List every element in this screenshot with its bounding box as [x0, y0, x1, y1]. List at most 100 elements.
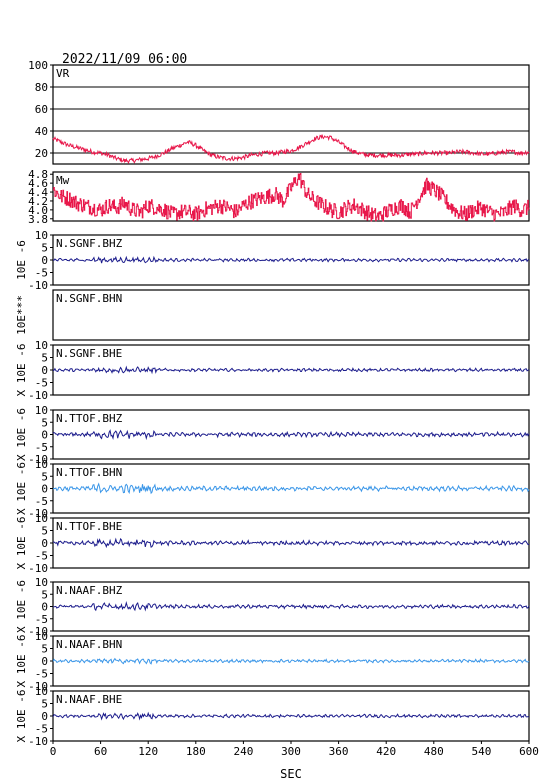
series-line-sgnf-bhz: [52, 255, 530, 264]
x-tick-label: 120: [138, 745, 158, 758]
y-axis-label: 10E -6: [15, 240, 28, 280]
y-tick-label: 10: [35, 229, 48, 242]
x-tick-label: 180: [186, 745, 206, 758]
panel-name: N.NAAF.BHZ: [56, 584, 123, 597]
panel-frame: [52, 289, 530, 341]
y-tick-label: -10: [28, 279, 48, 292]
panel-name: N.NAAF.BHN: [56, 638, 122, 651]
y-tick-label: 10: [35, 685, 48, 698]
x-tick-label: 0: [50, 745, 57, 758]
series-line-sgnf-bhe: [52, 365, 530, 375]
panel-name: N.SGNF.BHN: [56, 292, 122, 305]
panel-name: Mw: [56, 174, 70, 187]
panel-name: N.TTOF.BHN: [56, 466, 122, 479]
y-tick-label: 4.2: [28, 195, 48, 208]
panel-name: N.TTOF.BHZ: [56, 412, 123, 425]
y-tick-label: 10: [35, 576, 48, 589]
panel-name: N.SGNF.BHZ: [56, 237, 123, 250]
header-datetime: 2022/11/09 06:00: [62, 52, 187, 67]
y-tick-label: 5: [41, 588, 48, 601]
x-tick-label: 60: [94, 745, 107, 758]
panel-name: N.TTOF.BHE: [56, 520, 122, 533]
y-tick-label: 4.6: [28, 177, 48, 190]
y-tick-label: 0: [41, 254, 48, 267]
y-tick-label: -10: [28, 507, 48, 520]
y-tick-label: -10: [28, 625, 48, 638]
y-tick-label: -10: [28, 453, 48, 466]
y-tick-label: 5: [41, 242, 48, 255]
y-tick-label: -5: [35, 495, 48, 508]
y-tick-label: 5: [41, 470, 48, 483]
y-tick-label: 4.8: [28, 168, 48, 181]
y-tick-label: 20: [35, 147, 48, 160]
y-tick-label: -5: [35, 613, 48, 626]
y-tick-label: 5: [41, 643, 48, 656]
y-tick-label: 10: [35, 630, 48, 643]
y-tick-label: -5: [35, 377, 48, 390]
x-tick-label: 240: [233, 745, 253, 758]
series-line-mw: [53, 172, 530, 222]
y-axis-label: X 10E -6: [15, 344, 28, 397]
x-tick-label: 300: [281, 745, 301, 758]
y-tick-label: 0: [41, 364, 48, 377]
y-tick-label: 0: [41, 710, 48, 723]
x-axis-label: SEC: [280, 767, 302, 781]
panel-mw: 3.84.04.24.44.64.8 Mw: [28, 168, 530, 226]
x-tick-label: 540: [471, 745, 491, 758]
panel-frame: [52, 64, 530, 165]
y-tick-label: 10: [35, 458, 48, 471]
y-tick-label: 40: [35, 125, 48, 138]
x-tick-label: 600: [519, 745, 539, 758]
y-tick-label: 3.8: [28, 213, 48, 226]
series-line-ttof-bhn: [52, 482, 530, 495]
y-tick-label: 0: [41, 537, 48, 550]
series-line-naaf-bhz: [52, 601, 530, 612]
y-tick-label: 5: [41, 525, 48, 538]
y-tick-label: -10: [28, 680, 48, 693]
y-tick-label: -5: [35, 668, 48, 681]
y-tick-label: 10: [35, 339, 48, 352]
panel-name: N.NAAF.BHE: [56, 693, 122, 706]
y-tick-label: 4.0: [28, 204, 48, 217]
y-axis-label: X 10E -6: [15, 462, 28, 515]
x-tick-label: 420: [376, 745, 396, 758]
y-tick-label: 0: [41, 483, 48, 496]
y-tick-label: -10: [28, 562, 48, 575]
series-line-ttof-bhz: [52, 429, 530, 441]
y-tick-label: -5: [35, 441, 48, 454]
y-tick-label: -10: [28, 389, 48, 402]
y-tick-label: -5: [35, 267, 48, 280]
y-tick-label: -5: [35, 723, 48, 736]
x-tick-label: 480: [424, 745, 444, 758]
y-tick-label: 4.4: [28, 186, 48, 199]
y-tick-label: 5: [41, 698, 48, 711]
y-axis-label: X 10E -6: [15, 408, 28, 461]
y-tick-label: 0: [41, 655, 48, 668]
y-tick-label: -5: [35, 550, 48, 563]
y-tick-label: 5: [41, 416, 48, 429]
y-axis-label: X 10E -6: [15, 635, 28, 688]
y-tick-label: 10: [35, 512, 48, 525]
y-tick-label: 0: [41, 601, 48, 614]
panel-name: N.SGNF.BHE: [56, 347, 122, 360]
series-line-naaf-bhn: [52, 657, 530, 665]
y-tick-label: 5: [41, 352, 48, 365]
y-axis-label: X 10E -6: [15, 690, 28, 743]
series-line-ttof-bhe: [53, 537, 530, 549]
y-axis-label: X 10E -6: [15, 580, 28, 633]
y-tick-label: 100: [28, 59, 48, 72]
y-axis-label: 10E***: [15, 295, 28, 335]
y-tick-label: 0: [41, 429, 48, 442]
y-tick-label: 10: [35, 404, 48, 417]
panel-name: VR: [56, 67, 70, 80]
y-axis-label: X 10E -6: [15, 517, 28, 570]
